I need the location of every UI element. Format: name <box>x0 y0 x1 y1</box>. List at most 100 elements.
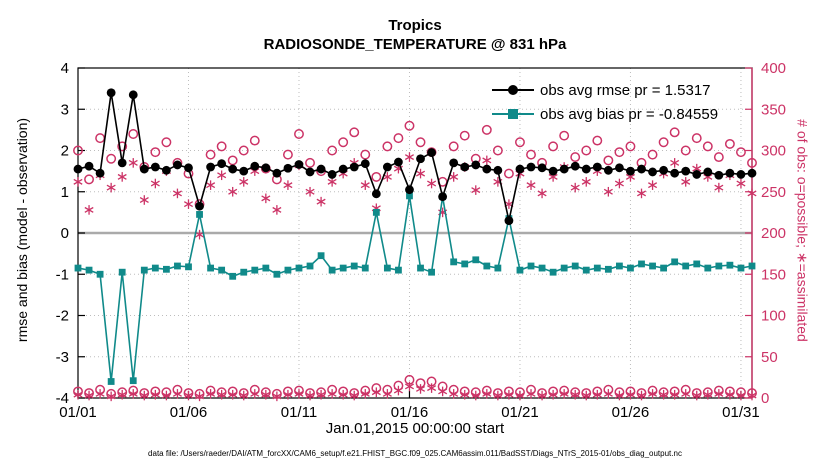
possible-count-marker <box>294 129 304 139</box>
bias-marker <box>604 265 612 273</box>
assimilated-count-marker <box>526 390 536 397</box>
bias-marker <box>207 264 214 272</box>
rmse-marker <box>493 165 503 175</box>
assimilated-count-marker <box>327 390 337 397</box>
assimilated-count-marker <box>636 190 647 197</box>
assimilated-count-marker <box>172 190 182 197</box>
assimilated-count-marker <box>261 195 271 202</box>
bias-marker <box>450 258 458 266</box>
possible-count-marker <box>570 152 581 163</box>
rmse-marker <box>559 164 569 174</box>
possible-count-marker <box>647 149 658 160</box>
assimilated-count-marker <box>305 392 315 399</box>
assimilated-count-marker <box>316 391 326 398</box>
rmse-marker <box>449 158 459 168</box>
rmse-marker <box>272 168 282 178</box>
tick-label: 01/11 <box>281 404 317 421</box>
assimilated-count-marker <box>183 201 194 208</box>
possible-count-marker <box>724 138 735 149</box>
bias-marker <box>174 262 181 270</box>
assimilated-count-marker <box>261 391 271 398</box>
rmse-marker <box>128 90 138 100</box>
series-line <box>77 195 753 382</box>
possible-count-marker <box>371 171 382 182</box>
assimilated-count-marker <box>482 157 492 164</box>
rmse-marker <box>283 163 293 173</box>
rmse-marker <box>725 168 735 178</box>
possible-count-marker <box>238 145 249 156</box>
assimilated-count-marker <box>117 173 127 180</box>
possible-count-marker <box>360 149 371 160</box>
possible-count-marker <box>216 141 227 152</box>
assimilated-count-marker <box>360 390 370 397</box>
legend-item-bias: obs avg bias pr = -0.84559 <box>492 102 718 126</box>
rmse-marker <box>504 216 514 226</box>
assimilated-count-marker <box>206 390 216 397</box>
title-block: Tropics RADIOSONDE_TEMPERATURE @ 831 hPa <box>0 16 830 54</box>
assimilated-count-marker <box>725 391 735 398</box>
assimilated-count-marker <box>648 390 658 397</box>
tick-label: 01/16 <box>391 404 429 421</box>
rmse-marker <box>471 160 481 170</box>
possible-count-marker <box>702 141 713 152</box>
assimilated-count-marker <box>559 390 569 397</box>
rmse-marker <box>228 164 238 174</box>
legend-label-bias: obs avg bias pr = -0.84559 <box>540 105 719 123</box>
rmse-marker <box>438 192 448 202</box>
possible-count-marker <box>349 127 360 138</box>
tick-label: 01/01 <box>59 404 97 421</box>
bias-marker <box>682 262 690 270</box>
bias-marker <box>616 262 623 270</box>
rmse-marker <box>570 161 580 171</box>
bias-marker <box>118 268 126 276</box>
bias-marker <box>251 266 259 274</box>
bias-marker <box>494 264 502 272</box>
assimilated-count-marker <box>603 188 613 195</box>
assimilated-count-marker <box>239 392 249 399</box>
bias-marker <box>350 262 358 270</box>
assimilated-count-marker <box>382 173 392 180</box>
assimilated-count-marker <box>283 182 293 189</box>
rmse-marker <box>250 161 260 171</box>
assimilated-count-marker <box>416 170 426 177</box>
rmse-marker <box>460 162 470 172</box>
assimilated-count-marker <box>404 383 414 390</box>
tick-label: 350 <box>761 101 786 118</box>
assimilated-count-marker <box>703 391 713 398</box>
bias-marker <box>560 264 568 272</box>
assimilated-count-marker <box>73 178 83 185</box>
rmse-marker <box>73 164 83 174</box>
rmse-marker <box>736 170 746 179</box>
assimilated-count-marker <box>239 178 249 185</box>
possible-count-marker <box>680 145 691 156</box>
rmse-marker <box>648 167 657 177</box>
assimilated-count-marker <box>515 392 525 399</box>
rmse-marker <box>382 162 392 172</box>
bias-marker <box>284 266 292 274</box>
bias-marker <box>306 262 314 270</box>
assimilated-count-marker <box>106 184 116 191</box>
possible-count-marker <box>249 135 260 146</box>
assimilated-count-marker <box>195 393 205 400</box>
rmse-marker <box>681 166 691 176</box>
assimilated-count-marker <box>504 391 514 398</box>
bias-marker <box>627 264 634 272</box>
rmse-marker <box>106 88 116 98</box>
assimilated-count-marker <box>449 173 459 180</box>
possible-count-marker <box>150 147 161 158</box>
assimilated-count-marker <box>714 184 724 191</box>
tick-label: 01/06 <box>170 404 208 421</box>
bias-marker <box>273 270 281 278</box>
possible-count-marker <box>382 141 393 152</box>
bias-marker <box>417 264 424 272</box>
possible-count-marker <box>327 145 338 156</box>
bias-marker <box>328 266 336 274</box>
rmse-marker <box>615 163 624 173</box>
assimilated-count-marker <box>150 391 160 398</box>
assimilated-count-marker <box>692 165 702 172</box>
bias-marker <box>737 264 745 272</box>
plot-title-variable: RADIOSONDE_TEMPERATURE @ 831 hPa <box>263 36 567 53</box>
assimilated-count-marker <box>117 391 127 398</box>
bias-marker <box>538 264 546 272</box>
possible-count-marker <box>559 130 570 141</box>
